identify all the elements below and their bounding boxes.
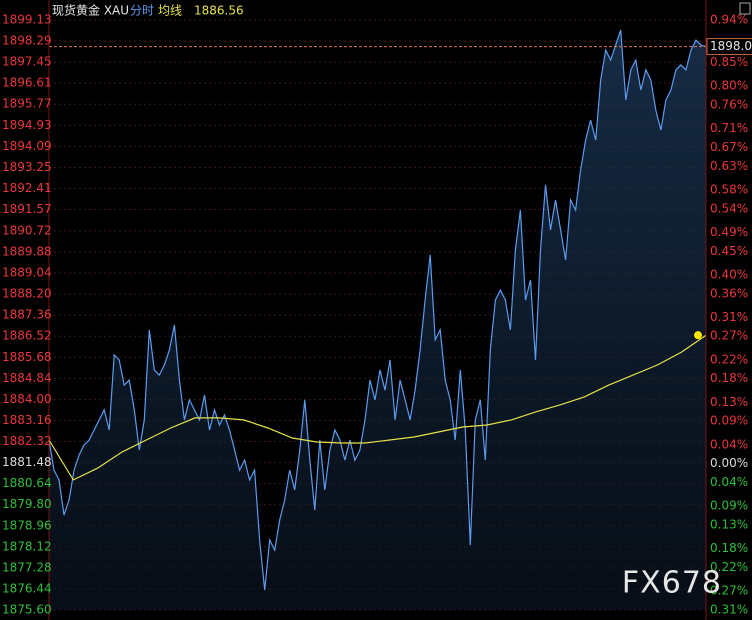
- y-tick-label: 1876.44: [2, 581, 52, 595]
- y2-tick-label: 0.13%: [710, 518, 748, 532]
- y2-tick-label: 0.04%: [710, 437, 748, 451]
- y-tick-label: 1898.29: [2, 34, 52, 48]
- y-tick-label: 1892.41: [2, 181, 52, 195]
- y2-tick-label: 0.00%: [710, 456, 748, 470]
- y-tick-label: 1897.45: [2, 55, 52, 69]
- y2-tick-label: 0.31%: [710, 603, 748, 617]
- y2-tick-label: 0.22%: [710, 352, 748, 366]
- y2-tick-label: 0.94%: [710, 13, 748, 27]
- y-tick-label: 1896.61: [2, 76, 52, 90]
- plot: [48, 29, 707, 610]
- y2-tick-label: 0.09%: [710, 414, 748, 428]
- y2-tick-label: 0.13%: [710, 395, 748, 409]
- y2-tick-label: 0.49%: [710, 225, 748, 239]
- y-tick-label: 1894.09: [2, 139, 52, 153]
- y2-tick-label: 0.22%: [710, 560, 748, 574]
- average-line: [48, 334, 707, 481]
- watermark: FX678: [622, 566, 722, 601]
- price-line: [48, 29, 707, 590]
- y-tick-label: 1895.77: [2, 97, 52, 111]
- y-tick-label: 1885.68: [2, 350, 52, 364]
- y2-tick-label: 0.63%: [710, 159, 748, 173]
- y2-tick-label: 0.80%: [710, 79, 748, 93]
- y-tick-label: 1890.72: [2, 223, 52, 237]
- y-tick-label: 1883.16: [2, 413, 52, 427]
- y-tick-label: 1879.80: [2, 497, 52, 511]
- y2-tick-label: 0.04%: [710, 475, 748, 489]
- legend-average: 均线: [158, 4, 182, 18]
- y2-tick-label: 0.85%: [710, 55, 748, 69]
- average-dot: [694, 331, 702, 340]
- legend-price: 分时: [130, 4, 154, 18]
- corner-icon[interactable]: [739, 2, 751, 15]
- y-tick-label: 1889.88: [2, 244, 52, 258]
- last-price-label: 1898.07: [710, 39, 752, 53]
- y2-tick-label: 0.27%: [710, 584, 748, 598]
- y2-tick-label: 0.58%: [710, 182, 748, 196]
- y-tick-label: 1882.32: [2, 434, 52, 448]
- y-tick-label: 1878.12: [2, 539, 52, 553]
- y-tick-label: 1884.00: [2, 392, 52, 406]
- y-tick-label: 1893.25: [2, 160, 52, 174]
- price-area: [49, 30, 706, 610]
- y-tick-label: 1875.60: [2, 603, 52, 617]
- y2-tick-label: 0.45%: [710, 244, 748, 258]
- y-tick-label: 1891.57: [2, 202, 52, 216]
- y-tick-label: 1899.13: [2, 13, 52, 27]
- y-tick-label: 1889.04: [2, 266, 52, 280]
- y2-tick-label: 0.67%: [710, 140, 748, 154]
- y-tick-label: 1880.64: [2, 476, 52, 490]
- y-tick-label: 1894.93: [2, 118, 52, 132]
- y2-tick-label: 0.31%: [710, 310, 748, 324]
- y-tick-label: 1888.20: [2, 287, 52, 301]
- y2-tick-label: 0.54%: [710, 201, 748, 215]
- y2-tick-label: 0.18%: [710, 371, 748, 385]
- y-tick-label: 1887.36: [2, 308, 52, 322]
- y2-tick-label: 0.18%: [710, 541, 748, 555]
- axis-labels: 1899.13 1898.29 1897.45 1896.61 1895.77 1894.…: [2, 13, 752, 617]
- y2-tick-label: 0.27%: [710, 329, 748, 343]
- y2-tick-label: 0.36%: [710, 286, 748, 300]
- y2-tick-label: 0.76%: [710, 97, 748, 111]
- y2-tick-label: 0.40%: [710, 267, 748, 281]
- y2-tick-label: 0.09%: [710, 499, 748, 513]
- last-price-box: [706, 38, 752, 56]
- y2-tick-label: 0.71%: [710, 121, 748, 135]
- y-tick-label: 1881.48: [2, 455, 52, 469]
- average-value: 1886.56: [194, 4, 244, 18]
- y-tick-label: 1878.96: [2, 518, 52, 532]
- y-tick-label: 1884.84: [2, 371, 52, 385]
- y-tick-label: 1877.28: [2, 560, 52, 574]
- y-tick-label: 1886.52: [2, 329, 52, 343]
- chart-title: 现货黄金 XAU: [52, 3, 129, 18]
